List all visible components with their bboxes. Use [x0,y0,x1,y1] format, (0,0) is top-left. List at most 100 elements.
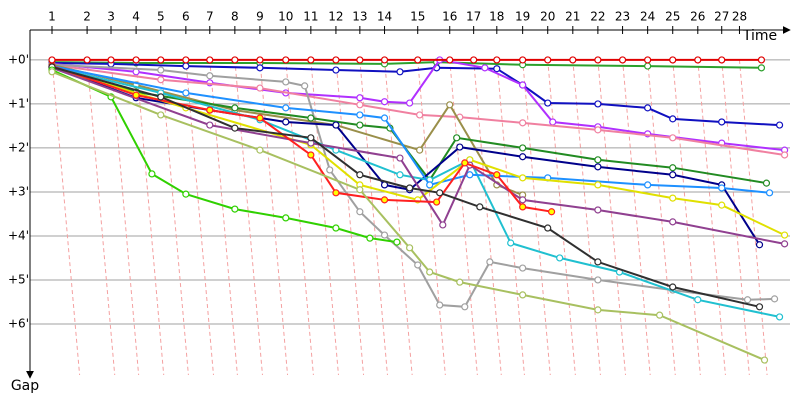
point [326,166,334,174]
point [519,196,527,204]
series-line [51,61,762,69]
x-tick-label: 6 [182,10,190,24]
point [493,65,501,73]
point [132,56,140,64]
point [780,240,789,248]
point [426,268,434,276]
point [669,218,677,226]
lap-line [622,59,651,376]
x-tick-label: 9 [256,10,264,24]
point [414,56,422,64]
point [644,104,652,112]
point [519,56,527,64]
point [231,104,239,112]
point [446,56,454,64]
point [231,205,239,213]
x-tick-label: 25 [665,10,680,24]
point [519,81,527,89]
point [594,126,602,134]
point [569,56,577,64]
point [366,234,374,242]
point [307,134,315,142]
point [356,56,364,64]
point [356,121,364,129]
lap-line [417,59,446,376]
point [644,56,652,64]
point [775,313,784,321]
point [656,311,664,319]
point [157,56,165,64]
point [694,56,702,64]
point [132,91,140,99]
point [332,121,340,129]
x-tick-label: 1 [48,10,56,24]
point [757,64,766,72]
x-tick-label: 19 [515,10,530,24]
x-axis-label: Time [742,28,777,44]
x-tick-label: 15 [410,10,425,24]
lap-line [86,59,116,376]
point [332,189,340,197]
point [282,104,290,112]
point [439,221,447,229]
lap-line [135,59,165,376]
point [416,146,424,154]
point [256,84,264,92]
point [507,239,515,247]
y-tick-label: +1' [8,96,29,110]
y-tick-label: +4' [8,228,29,242]
lap-line [185,59,214,376]
x-tick-label: 24 [640,10,655,24]
point [755,241,764,249]
point [282,56,290,64]
point [107,56,115,64]
x-tick-label: 8 [231,10,239,24]
y-tick-label: +3' [8,184,29,198]
point [157,111,165,119]
point [594,258,602,266]
point [332,224,340,232]
point [718,56,726,64]
point [669,171,677,179]
point [256,56,264,64]
point [301,82,309,90]
lap-line [647,59,676,376]
point [356,208,364,216]
point [256,114,264,122]
point [669,194,677,202]
point [453,134,461,142]
lap-line [672,59,701,376]
point [493,171,501,179]
x-tick-label: 27 [714,10,729,24]
point [461,159,469,167]
x-tick-label: 20 [540,10,555,24]
lap-line [384,59,413,376]
point [718,184,726,192]
point [544,56,552,64]
point [48,56,56,64]
point [396,154,404,162]
point [757,56,766,64]
lap-line [234,59,263,376]
x-tick-label: 14 [377,10,392,24]
x-tick-label: 4 [132,10,140,24]
point [406,99,414,107]
point [157,93,165,101]
point [594,276,602,284]
point [206,121,214,129]
series-line [51,65,552,213]
y-tick-label: +2' [8,140,29,154]
point [644,62,652,70]
lap-line [721,59,750,376]
series-line [51,65,767,185]
lap-line [697,59,726,376]
point [436,301,444,309]
point [780,231,789,239]
point [519,153,527,161]
point [416,111,424,119]
x-tick-label: 11 [303,10,318,24]
point [775,121,784,129]
point [380,196,389,204]
point [718,118,726,126]
x-tick-label: 26 [690,10,705,24]
